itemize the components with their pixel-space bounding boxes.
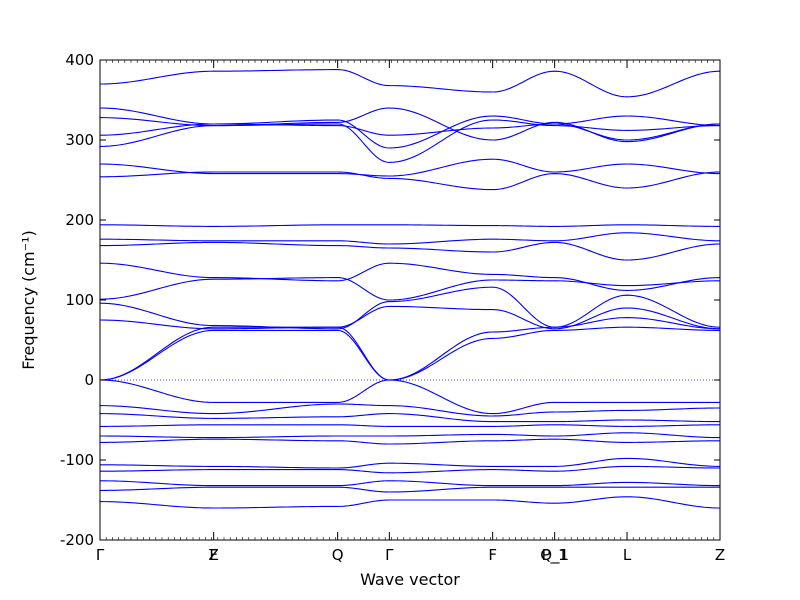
band-line-6 (100, 158, 720, 177)
y-tick-label: -100 (60, 451, 94, 469)
band-line-16 (100, 326, 720, 381)
band-line-4 (100, 115, 720, 136)
x-tick-label-overlap: Q_1 (540, 546, 569, 565)
y-tick-label: 200 (65, 211, 94, 229)
x-tick-label: L (623, 546, 632, 564)
bands-group (100, 69, 720, 509)
band-line-11 (100, 262, 720, 291)
band-line-27 (100, 496, 720, 509)
y-axis: -200 -100 0 100 200 300 400 (60, 51, 720, 549)
band-line-10 (100, 241, 720, 261)
y-tick-label: 300 (65, 131, 94, 149)
band-line-22 (100, 438, 720, 445)
band-line-23 (100, 457, 720, 469)
band-line-15 (100, 317, 720, 381)
band-line-17 (100, 379, 720, 415)
band-line-25 (100, 480, 720, 487)
band-line-1 (100, 69, 720, 98)
band-line-8 (100, 224, 720, 227)
y-axis-title: Frequency (cm⁻¹) (19, 230, 38, 369)
x-tick-label: F (488, 546, 497, 564)
y-tick-label: 100 (65, 291, 94, 309)
x-tick-label: Q (332, 546, 344, 564)
band-line-12 (100, 277, 720, 301)
x-tick-label-overlap: Z (209, 546, 219, 564)
band-line-24 (100, 465, 720, 474)
band-line-26 (100, 486, 720, 493)
band-line-14 (100, 305, 720, 330)
y-tick-label: -200 (60, 531, 94, 549)
band-line-5 (100, 107, 720, 147)
x-tick-label: Γ (96, 546, 105, 564)
x-tick-label: F (209, 546, 218, 564)
x-axis: Γ F Q Γ F P_1 L Z Z Q_1 (96, 60, 725, 565)
band-line-20 (100, 424, 720, 427)
band-line-9 (100, 232, 720, 245)
band-line-18 (100, 403, 720, 417)
band-line-13 (100, 286, 720, 330)
y-tick-label: 0 (84, 371, 94, 389)
x-tick-label: P_1 (542, 546, 568, 565)
band-line-19 (100, 413, 720, 423)
band-line-21 (100, 432, 720, 439)
x-tick-label: Z (715, 546, 725, 564)
y-tick-label: 400 (65, 51, 94, 69)
x-axis-title: Wave vector (360, 570, 460, 589)
band-line-7 (100, 171, 720, 191)
x-tick-label: Γ (385, 546, 394, 564)
